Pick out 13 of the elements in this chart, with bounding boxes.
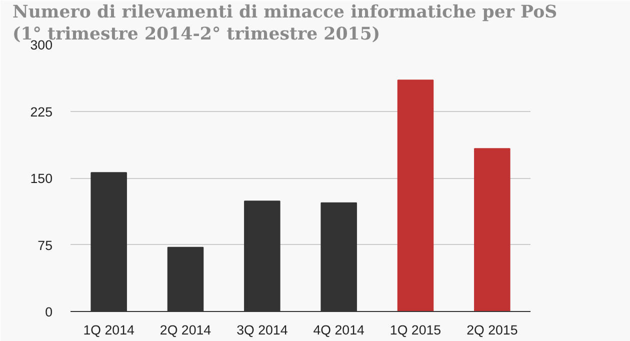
y-tick-label: 75 bbox=[38, 238, 53, 253]
y-tick-label: 0 bbox=[45, 304, 53, 320]
y-tick-label: 225 bbox=[30, 104, 53, 120]
x-tick-label: 1Q 2015 bbox=[390, 322, 442, 338]
x-tick-label: 3Q 2014 bbox=[236, 322, 288, 338]
bar bbox=[474, 148, 510, 312]
chart-title: Numero di rilevamenti di minacce informatiche per PoS bbox=[12, 2, 558, 22]
x-tick-label: 2Q 2014 bbox=[160, 322, 212, 338]
y-tick-label: 150 bbox=[30, 171, 53, 186]
x-tick-label: 4Q 2014 bbox=[313, 322, 365, 338]
x-tick-label: 2Q 2015 bbox=[466, 322, 518, 338]
x-tick-label: 1Q 2014 bbox=[83, 322, 135, 338]
bar bbox=[397, 80, 434, 312]
